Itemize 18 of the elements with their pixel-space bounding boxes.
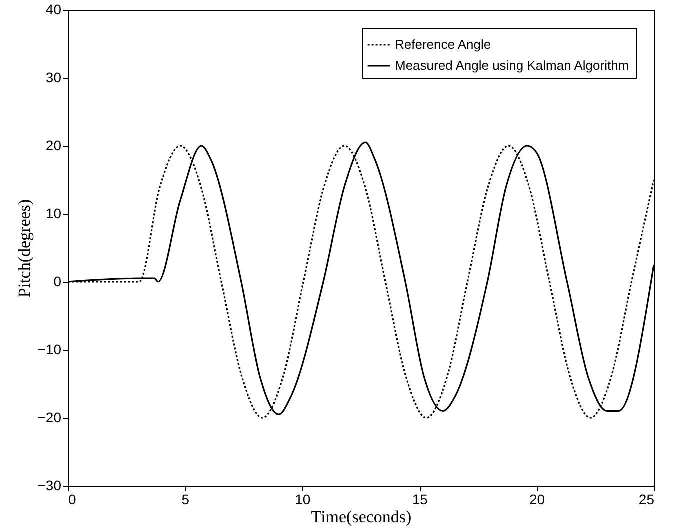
y-tick-label: 10: [46, 206, 62, 222]
y-tick-label: −30: [38, 478, 62, 494]
y-tick-label: 0: [54, 274, 62, 290]
y-tick-label: 20: [46, 138, 62, 154]
y-axis-title: Pitch(degrees): [14, 199, 34, 298]
x-tick-label: 10: [295, 492, 311, 508]
y-tick-label: 30: [46, 70, 62, 86]
legend-label: Measured Angle using Kalman Algorithm: [395, 58, 630, 73]
y-tick-label: −20: [38, 410, 62, 426]
y-tick-label: −10: [38, 342, 62, 358]
x-axis-title: Time(seconds): [311, 508, 412, 526]
y-tick-label: 40: [46, 2, 62, 18]
legend-label: Reference Angle: [395, 37, 492, 52]
x-tick-label: 0: [68, 492, 76, 508]
x-tick-label: 5: [182, 492, 190, 508]
x-tick-label: 20: [530, 492, 546, 508]
x-tick-label: 25: [638, 492, 655, 508]
x-tick-label: 15: [412, 492, 428, 508]
